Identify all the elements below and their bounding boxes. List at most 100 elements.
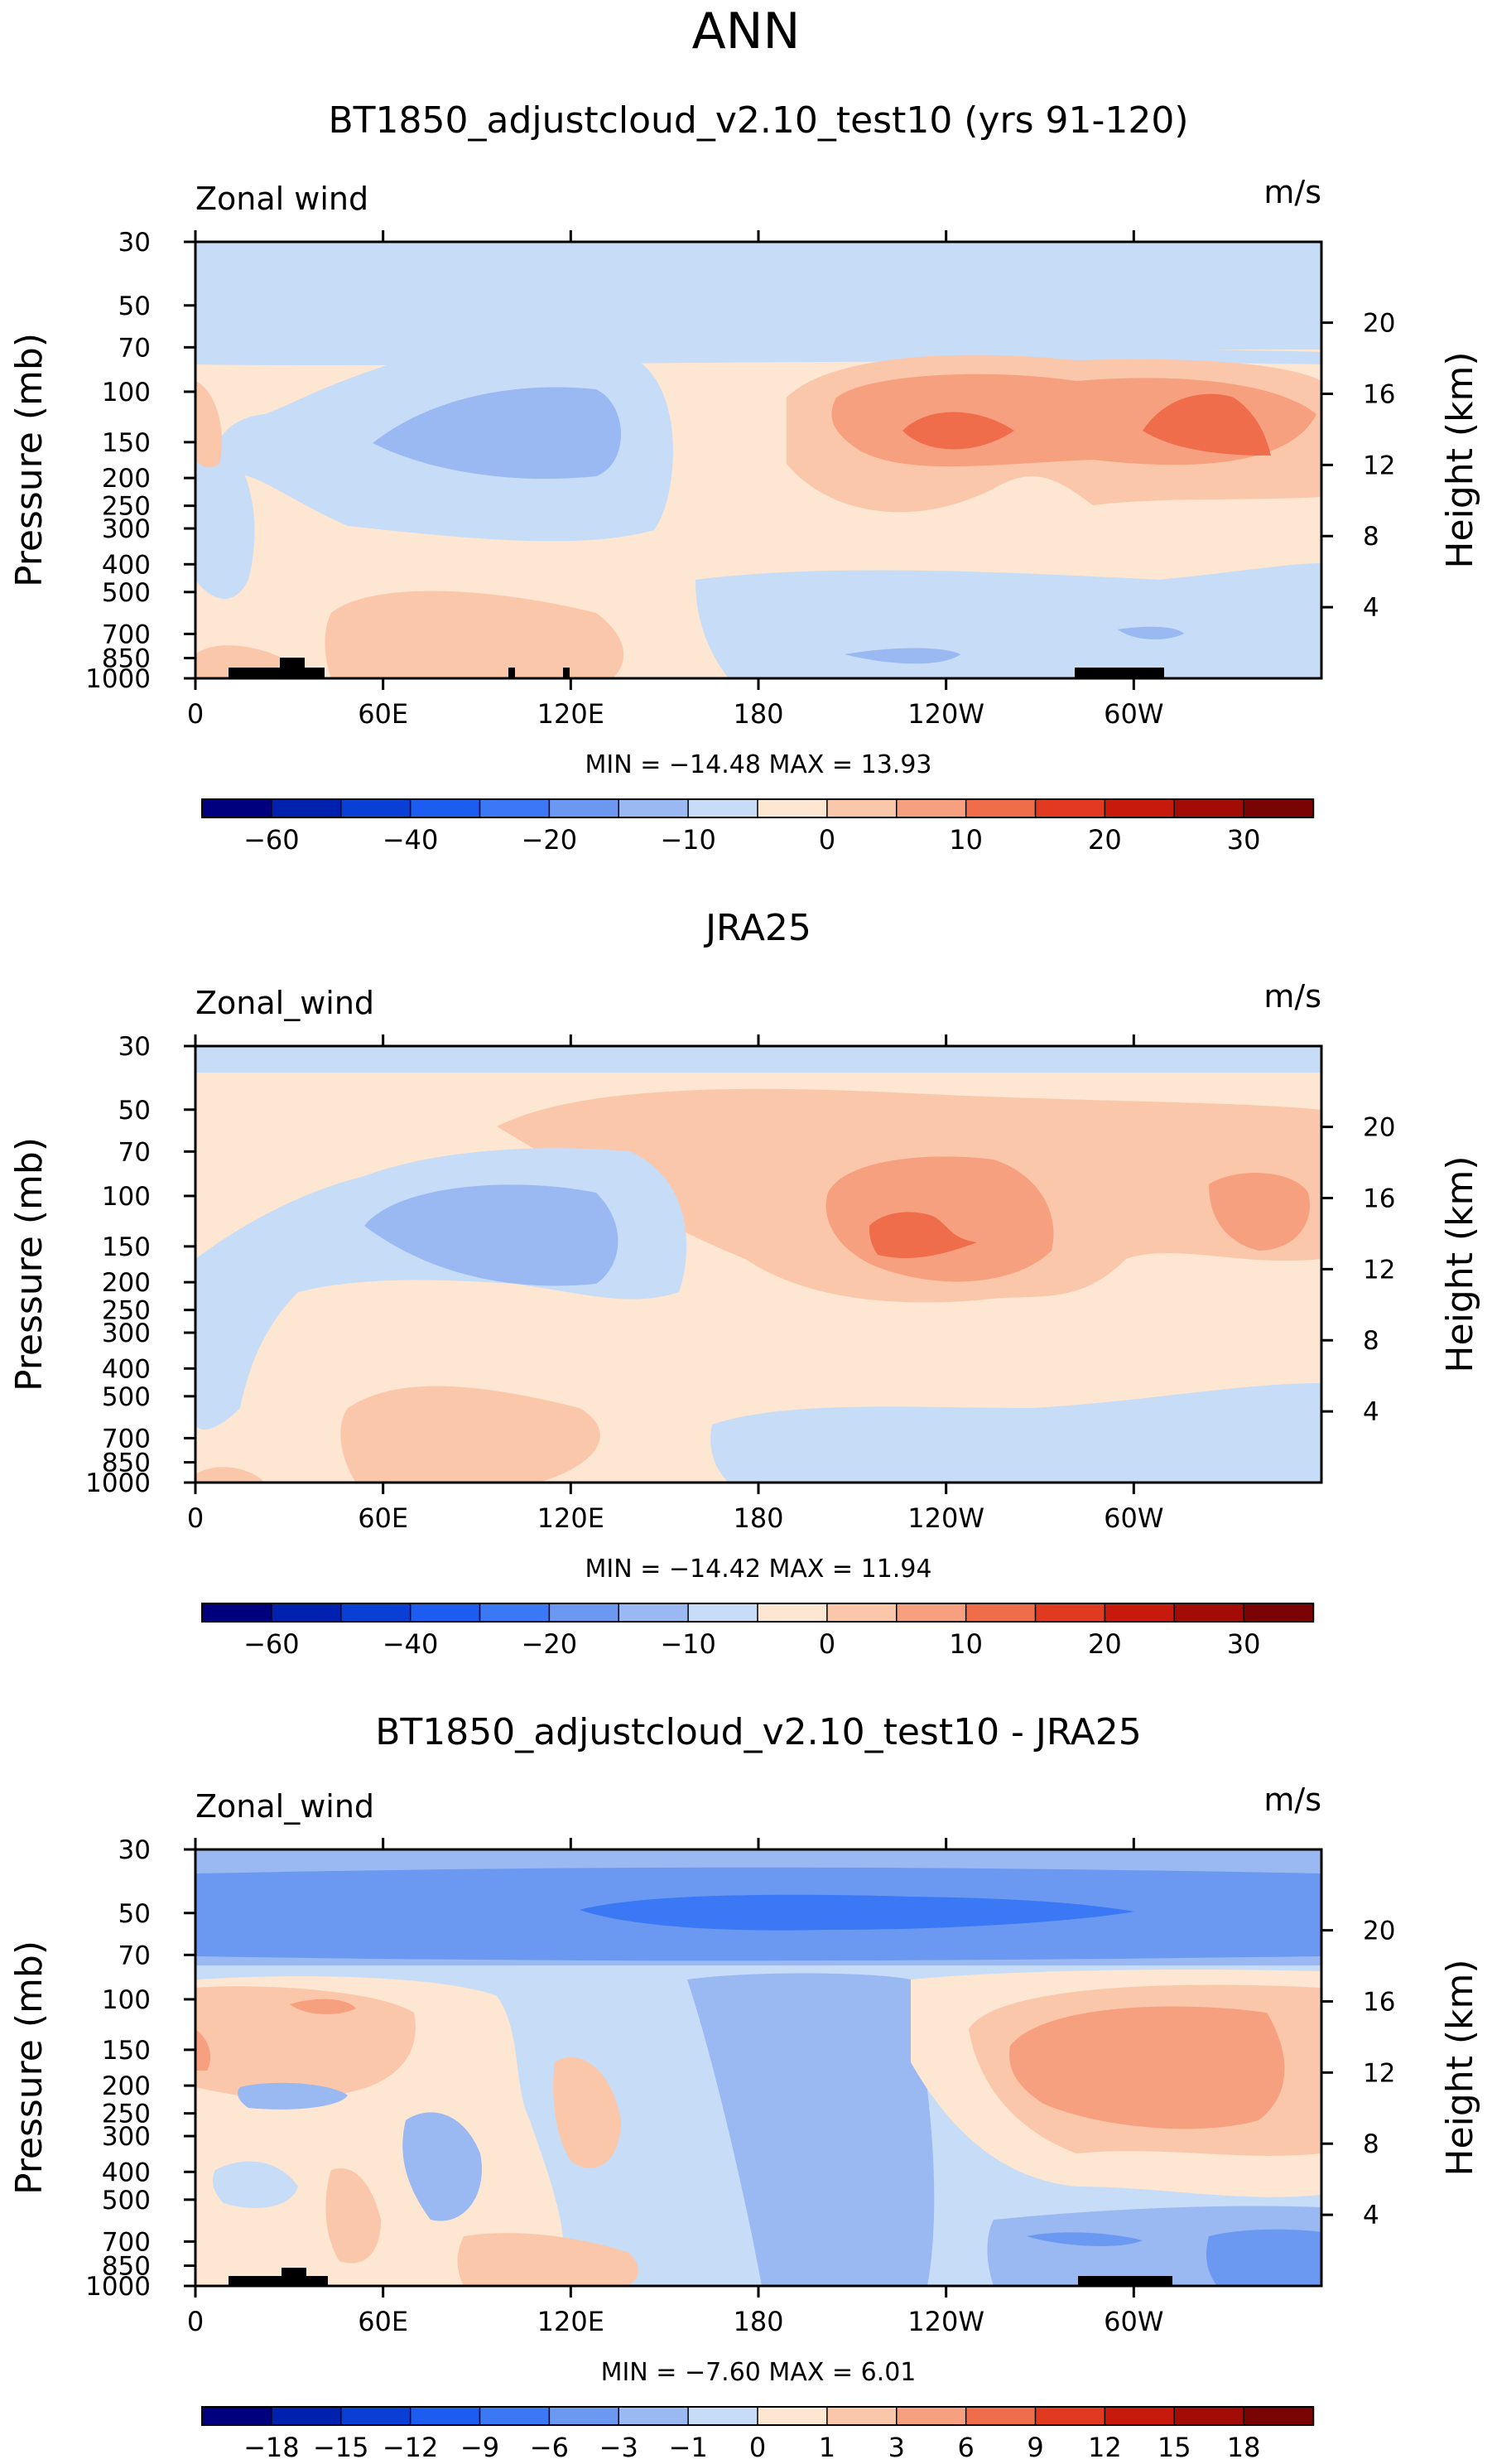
colorbar-label: −10 — [660, 1628, 716, 1660]
topography-block — [1078, 2276, 1172, 2286]
colorbar-swatch — [1104, 798, 1176, 818]
y-tick-label-height: 20 — [1363, 1113, 1395, 1143]
topography-block — [563, 668, 570, 678]
x-tick-label: 180 — [733, 698, 783, 730]
y-axis-title-right: Height (km) — [1439, 1155, 1481, 1372]
min-max-label: MIN = −14.42 MAX = 11.94 — [585, 1555, 932, 1584]
contour-band-jet-core — [869, 1212, 977, 1259]
y-tick-label-pressure: 30 — [118, 1835, 151, 1865]
variable-label: Zonal_wind — [195, 1788, 374, 1825]
y-tick-label-height: 4 — [1363, 2201, 1379, 2230]
y-tick-label-pressure: 30 — [118, 228, 151, 258]
y-tick-label-pressure: 200 — [102, 464, 151, 494]
colorbar-label: 30 — [1227, 1628, 1261, 1660]
contour-band-easterly-core — [373, 387, 621, 480]
contour-band-lower-core — [845, 648, 960, 664]
x-tick-label: 60E — [358, 698, 408, 730]
colorbar-swatch — [1034, 798, 1106, 818]
colorbar-swatch — [826, 1603, 898, 1623]
colorbar-swatch — [687, 798, 759, 818]
y-tick-label-pressure: 850 — [102, 1449, 151, 1478]
x-tick-label: 120E — [537, 698, 604, 730]
y-tick-label-pressure: 300 — [102, 1319, 151, 1348]
y-tick-label-pressure: 1000 — [85, 2272, 151, 2302]
colorbar-swatch — [409, 1603, 481, 1623]
contour-band-lower-east-patch — [1027, 2232, 1143, 2246]
y-tick-label-pressure: 100 — [102, 1182, 151, 1212]
topography-block — [508, 668, 515, 678]
colorbar-swatch — [1034, 2406, 1106, 2426]
colorbar-swatch — [896, 2406, 967, 2426]
colorbar-label: 30 — [1227, 824, 1261, 856]
colorbar-swatch — [271, 1603, 342, 1623]
colorbar-label: −9 — [460, 2432, 499, 2463]
y-tick-label-pressure: 200 — [102, 2071, 151, 2101]
topography-block — [229, 2276, 328, 2286]
panel-title: BT1850_adjustcloud_v2.10_test10 (yrs 91-… — [328, 99, 1188, 142]
x-tick-label: 60W — [1104, 698, 1163, 730]
y-tick-label-pressure: 1000 — [85, 664, 151, 694]
y-tick-label-pressure: 250 — [102, 1296, 151, 1326]
colorbar-label: −10 — [660, 824, 716, 856]
colorbar-swatch — [757, 798, 829, 818]
colorbar-swatch — [965, 798, 1037, 818]
topography-block — [229, 668, 325, 678]
colorbar-swatch — [1243, 1603, 1315, 1623]
colorbar-swatch — [1104, 1603, 1176, 1623]
colorbar-label: −20 — [522, 824, 578, 856]
contour-field — [195, 1046, 1321, 1483]
min-max-label: MIN = −7.60 MAX = 6.01 — [601, 2358, 917, 2387]
y-tick-label-pressure: 50 — [118, 292, 151, 321]
contour-field — [195, 242, 1321, 678]
contour-band-positive-patch — [553, 2057, 621, 2168]
y-tick-label-height: 8 — [1363, 522, 1379, 552]
colorbar-swatch — [548, 2406, 620, 2426]
panel-difference: BT1850_adjustcloud_v2.10_test10 - JRA25 … — [8, 1711, 1481, 2463]
topography-block — [282, 2268, 306, 2278]
y-tick-label-pressure: 100 — [102, 378, 151, 407]
x-tick-label: 0 — [187, 1502, 204, 1534]
colorbar-swatch — [271, 798, 342, 818]
contour-band-negative-patch — [238, 2082, 348, 2110]
contour-band-west-jet — [195, 381, 223, 468]
colorbar-swatch — [1104, 2406, 1176, 2426]
colorbar-label: 10 — [949, 1628, 983, 1660]
colorbar-frame — [201, 2406, 1314, 2426]
contour-band-lower-west — [340, 1386, 600, 1483]
colorbar-label: −18 — [243, 2432, 300, 2463]
y-tick-label-pressure: 150 — [102, 428, 151, 458]
colorbar-label: 12 — [1088, 2432, 1122, 2463]
contour-band-west-jet-core — [290, 1999, 356, 2014]
y-tick-label-pressure: 300 — [102, 514, 151, 544]
colorbar-swatch — [340, 1603, 412, 1623]
y-tick-label-pressure: 150 — [102, 1232, 151, 1262]
y-tick-label-pressure: 150 — [102, 2036, 151, 2066]
colorbar-swatch — [201, 798, 273, 818]
colorbar-swatch — [896, 798, 967, 818]
contour-band-jet-core-1 — [902, 412, 1014, 450]
colorbar: −18 −15 −12 −9 −6 −3 −1 0 1 3 6 9 12 15 18 — [201, 2406, 1315, 2463]
y-tick-label-pressure: 700 — [102, 2227, 151, 2257]
topography-block — [1075, 668, 1164, 678]
colorbar-frame — [201, 1603, 1314, 1623]
y-tick-label-pressure: 300 — [102, 2122, 151, 2152]
x-tick-label: 0 — [187, 698, 204, 730]
y-tick-label-height: 16 — [1363, 1184, 1395, 1213]
colorbar-label: 20 — [1088, 1628, 1122, 1660]
colorbar-swatch — [1243, 798, 1315, 818]
colorbar-swatch — [1034, 1603, 1106, 1623]
colorbar-swatch — [548, 798, 620, 818]
y-tick-label-pressure: 400 — [102, 2158, 151, 2187]
contour-field — [195, 1849, 1321, 2286]
y-tick-label-height: 16 — [1363, 379, 1395, 409]
x-tick-label: 120W — [907, 1502, 984, 1534]
colorbar-label: 3 — [888, 2432, 905, 2463]
contour-band-surface — [195, 1467, 265, 1483]
contour-band-lower-east-core — [1206, 2229, 1321, 2286]
y-tick-label-pressure: 70 — [118, 1941, 151, 1970]
topography-mask — [229, 2268, 1172, 2286]
y-tick-label-pressure: 70 — [118, 333, 151, 363]
contour-band-stratosphere — [195, 242, 1321, 350]
topography-block — [280, 658, 305, 669]
